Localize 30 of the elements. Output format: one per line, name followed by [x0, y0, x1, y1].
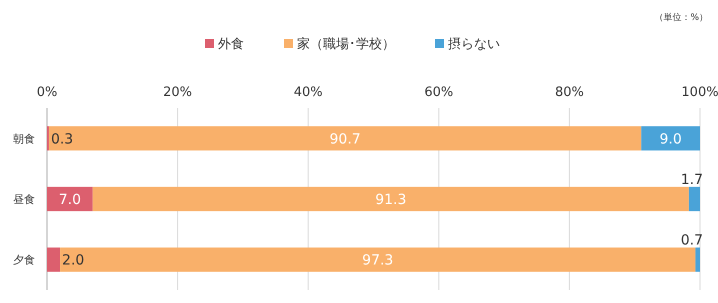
bar [641, 126, 700, 150]
bar [47, 248, 60, 272]
bar [695, 248, 700, 272]
data-label: 0.7 [680, 232, 703, 249]
x-tick-label: 40% [294, 85, 323, 100]
data-label: 97.3 [362, 252, 394, 269]
data-label: 7.0 [58, 192, 81, 208]
bar [47, 186, 93, 212]
y-tick-label: 夕食 [13, 254, 35, 267]
y-tick-label: 朝食 [13, 132, 35, 146]
data-label: 2.0 [62, 252, 84, 269]
x-tick-label: 0% [36, 85, 58, 100]
data-label: 91.3 [375, 192, 406, 208]
x-tick-label: 100% [681, 85, 718, 100]
bar [48, 126, 642, 150]
legend-label: 外食 [218, 37, 244, 52]
data-label: 0.3 [50, 131, 74, 148]
bar [92, 186, 689, 212]
data-label: 1.7 [680, 172, 703, 188]
x-tick-label: 80% [554, 85, 584, 100]
bar [688, 186, 700, 212]
data-label: 9.0 [659, 131, 682, 148]
legend-label: 摂らない [448, 37, 500, 52]
data-label: 90.7 [330, 131, 361, 148]
x-tick-label: 20% [163, 85, 192, 100]
legend-label: 家（職場･学校） [297, 36, 395, 52]
bar [60, 248, 696, 272]
y-tick-label: 昼食 [13, 193, 35, 206]
x-tick-label: 60% [424, 85, 454, 100]
text: （単位：%） [654, 12, 708, 23]
